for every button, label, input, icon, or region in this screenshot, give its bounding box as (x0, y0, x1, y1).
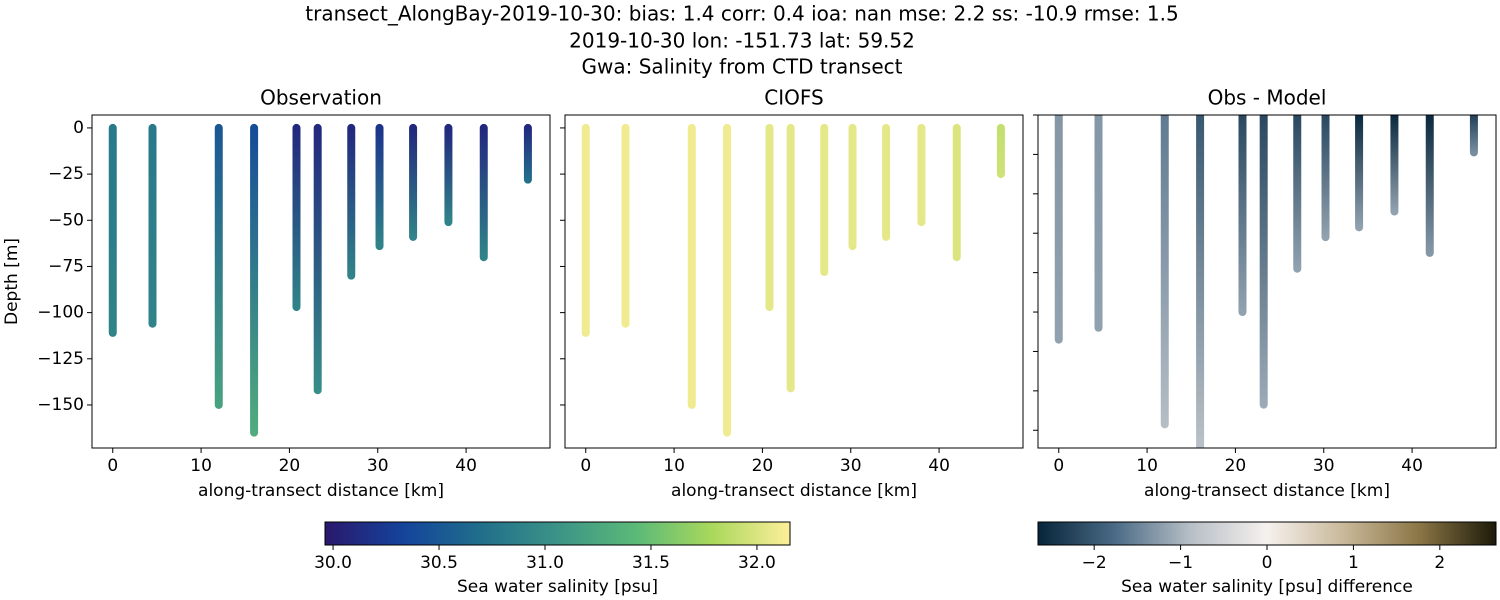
colorbar-label: Sea water salinity [psu] (457, 577, 658, 597)
colorbar-tick-label: 32.0 (738, 553, 776, 573)
colorbar (324, 521, 791, 546)
y-tick-label: −150 (37, 395, 84, 415)
y-tick-label: −50 (48, 210, 84, 230)
y-axis-label: Depth [m] (2, 238, 22, 325)
plot-area (581, 123, 1005, 437)
x-tick-label: 40 (455, 456, 477, 476)
x-tick-label: 20 (752, 456, 774, 476)
title-line: Gwa: Salinity from CTD transect (582, 55, 903, 79)
x-tick-label: 20 (1225, 456, 1247, 476)
x-tick-label: 20 (279, 456, 301, 476)
x-tick-label: 10 (663, 456, 685, 476)
panel-title: Observation (260, 86, 382, 110)
x-tick-label: 0 (580, 456, 591, 476)
colorbar-tick-label: 31.5 (632, 553, 670, 573)
plot-area (108, 123, 532, 437)
x-tick-label: 30 (367, 456, 389, 476)
panel-title: CIOFS (764, 86, 823, 110)
colorbar-tick-label: −2 (1082, 553, 1107, 573)
colorbar-tick-label: 30.0 (314, 553, 352, 573)
colorbar (1037, 521, 1497, 546)
x-axis-label: along-transect distance [km] (1144, 481, 1390, 501)
colorbar-tick-label: −1 (1168, 553, 1193, 573)
x-axis-label: along-transect distance [km] (198, 481, 444, 501)
colorbar-tick-label: 0 (1262, 553, 1273, 573)
plot-frame (91, 114, 551, 449)
x-tick-label: 40 (928, 456, 950, 476)
title-line: transect_AlongBay-2019-10-30: bias: 1.4 … (305, 2, 1178, 26)
colorbar-tick-label: 31.0 (526, 553, 564, 573)
y-tick-label: 0 (73, 118, 84, 138)
x-tick-label: 30 (1313, 456, 1335, 476)
plot-area (1054, 115, 1478, 448)
x-tick-label: 40 (1401, 456, 1423, 476)
y-tick-label: −75 (48, 256, 84, 276)
colorbar-tick-label: 30.5 (420, 553, 458, 573)
plot-frame (564, 114, 1024, 449)
y-tick-label: −25 (48, 164, 84, 184)
title-line: 2019-10-30 lon: -151.73 lat: 59.52 (569, 29, 915, 53)
x-tick-label: 0 (1053, 456, 1064, 476)
plot-frame (1037, 114, 1497, 449)
colorbar-label: Sea water salinity [psu] difference (1121, 577, 1413, 597)
y-tick-label: −100 (37, 303, 84, 323)
x-tick-label: 10 (1136, 456, 1158, 476)
x-tick-label: 30 (840, 456, 862, 476)
panel-title: Obs - Model (1208, 86, 1327, 110)
colorbar-tick-label: 1 (1348, 553, 1359, 573)
x-axis-label: along-transect distance [km] (671, 481, 917, 501)
y-tick-label: −125 (37, 349, 84, 369)
colorbar-tick-label: 2 (1434, 553, 1445, 573)
x-tick-label: 0 (107, 456, 118, 476)
x-tick-label: 10 (190, 456, 212, 476)
